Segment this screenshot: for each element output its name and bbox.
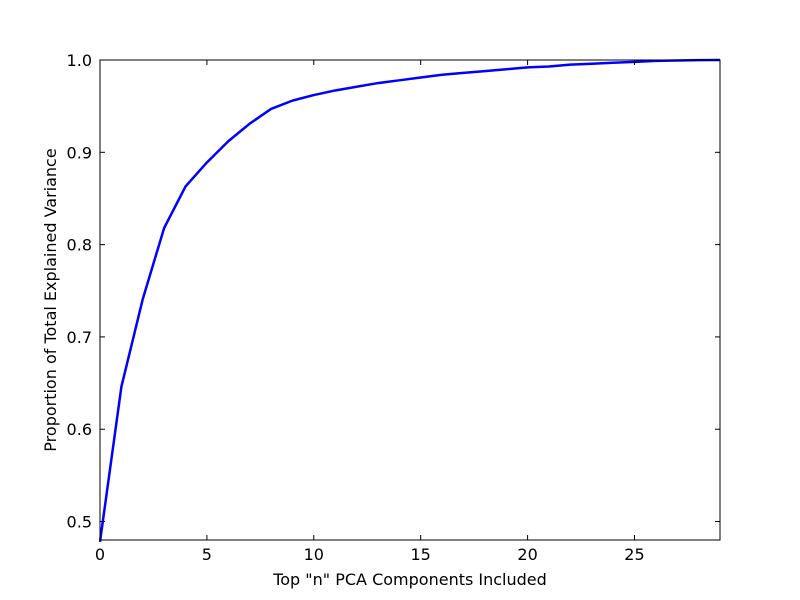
y-tick-label: 1.0 [67, 51, 92, 70]
y-tick-label: 0.6 [67, 420, 92, 439]
x-tick-label: 25 [624, 545, 644, 564]
x-tick-label: 20 [517, 545, 537, 564]
x-tick-label: 0 [95, 545, 105, 564]
y-tick-label: 0.8 [67, 236, 92, 255]
axes-layer: 0 5 10 15 20 25 0.5 0.6 0.7 0.8 0.9 1.0 [67, 51, 720, 564]
x-axis-label: Top "n" PCA Components Included [272, 570, 547, 589]
y-tick-label: 0.7 [67, 328, 92, 347]
y-tick-label: 0.5 [67, 513, 92, 532]
y-tick-label: 0.9 [67, 143, 92, 162]
series-line [98, 58, 721, 543]
x-tick-label: 15 [411, 545, 431, 564]
x-tick-label: 5 [202, 545, 212, 564]
plot-frame [99, 59, 721, 541]
x-tick-label: 10 [304, 545, 324, 564]
plot-layer [98, 58, 721, 543]
y-axis-label: Proportion of Total Explained Variance [41, 148, 60, 451]
